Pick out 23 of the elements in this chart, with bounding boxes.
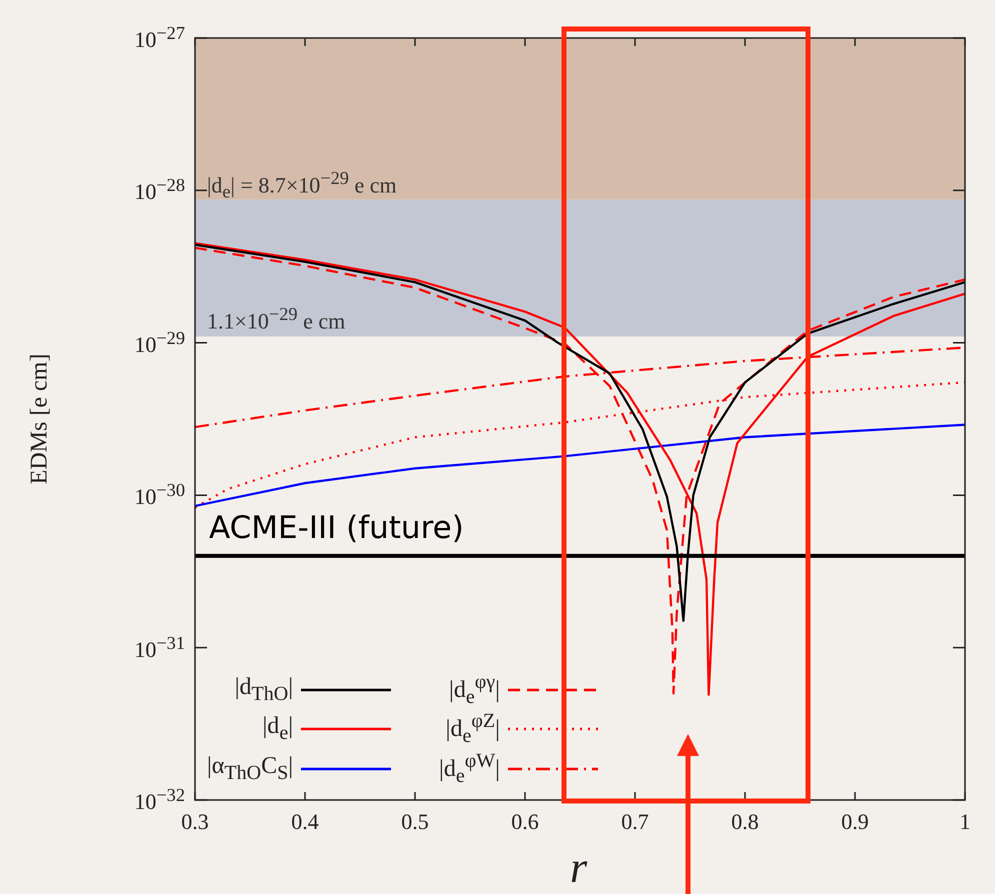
legend-label: |d$_{e}$$^{φZ}$| (444, 710, 500, 748)
legend-label: |d$_{e}$$^{φγ}$| (448, 670, 500, 708)
band-label: 1.1×10$^{−29}$ e cm (207, 304, 346, 335)
y-tick-label: 10$^{−28}$ (134, 175, 185, 206)
y-tick-label: 10$^{−29}$ (134, 328, 185, 358)
y-tick-label: 10$^{−31}$ (134, 632, 185, 663)
x-tick-label: 1 (960, 808, 970, 834)
band-label: |d$_{e}$| = 8.7×10$^{−29}$ e cm (207, 168, 397, 202)
y-axis-title: EDMs [e cm] (26, 354, 54, 484)
x-tick-label: 0.8 (731, 808, 759, 834)
legend-label: |d$_{e}$$^{φW}$| (439, 750, 500, 788)
legend-label: |d$_{ThO}$| (234, 674, 294, 706)
x-tick-label: 0.7 (621, 808, 649, 834)
x-tick-label: 0.5 (401, 808, 429, 834)
ref-line-label: ACME-III (future) (209, 510, 464, 546)
x-tick-label: 0.6 (511, 808, 539, 834)
legend-label: |α$_{ThO}$C$_{S}$| (207, 753, 294, 785)
legend-label: |d$_{e}$| (262, 713, 294, 746)
y-tick-label: 10$^{−30}$ (134, 480, 185, 510)
y-tick-label: 10$^{−27}$ (134, 22, 185, 54)
x-tick-label: 0.4 (291, 808, 319, 834)
x-axis-title: r (570, 842, 588, 893)
x-tick-label: 0.9 (841, 808, 869, 834)
